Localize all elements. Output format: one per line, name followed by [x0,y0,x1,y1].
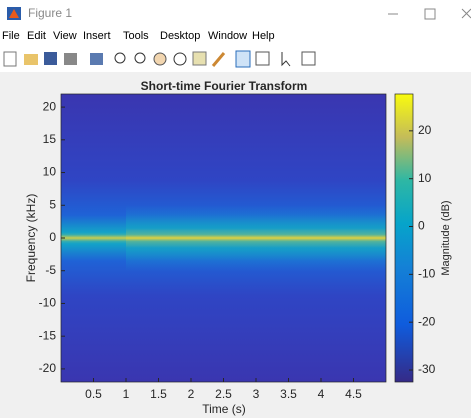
y-tick-label: 20 [43,99,57,113]
colorbar-tick-label: -10 [418,267,436,281]
tool-save[interactable] [44,52,57,65]
app-icon-glyph [9,9,19,18]
x-tick-label: 4 [318,387,325,401]
tool-pan[interactable] [153,52,167,66]
y-tick-label: -20 [39,361,57,375]
tool-print[interactable] [64,53,77,65]
tool-select[interactable] [281,52,291,67]
tool-open[interactable] [24,54,38,65]
y-tick-label: -15 [39,328,57,342]
colorbar-tick-label: 20 [418,123,432,137]
x-tick-label: 4.5 [345,387,362,401]
menu-item[interactable]: Tools [123,30,149,42]
spectrogram-image [61,94,386,382]
y-tick-label: 5 [49,197,56,211]
y-tick-label: 15 [43,132,57,146]
menu-item[interactable]: Window [208,30,247,42]
menu-item[interactable]: Help [252,30,275,42]
chart-title: Short-time Fourier Transform [141,79,308,93]
close-button[interactable] [461,8,471,19]
y-tick-label: 10 [43,165,57,179]
y-tick-label: -10 [39,296,57,310]
toolbar [3,50,316,68]
x-tick-label: 2 [188,387,195,401]
x-tick-label: 3 [253,387,260,401]
y-tick-label: -5 [45,263,56,277]
x-tick-label: 0.5 [85,387,102,401]
spectrogram-center [61,226,386,250]
tool-property[interactable] [301,51,316,66]
y-tick-label: 0 [49,230,56,244]
colorbar-tick-label: -30 [418,362,436,376]
tool-link[interactable] [90,53,103,65]
tool-brush[interactable] [211,52,226,67]
window-title: Figure 1 [28,6,72,20]
colorbar [394,93,414,383]
maximize-button[interactable] [424,8,436,20]
x-tick-label: 1 [123,387,130,401]
menu-item[interactable]: Edit [27,30,46,42]
menu-item[interactable]: Insert [83,30,111,42]
menu-item[interactable]: File [2,30,20,42]
menu-item[interactable]: View [53,30,77,42]
x-axis-label: Time (s) [202,402,246,416]
colorbar-tick-label: 10 [418,171,432,185]
tool-legend[interactable] [255,51,270,66]
y-axis-label: Frequency (kHz) [24,194,38,283]
tool-new[interactable] [3,51,17,67]
tool-rotate[interactable] [173,52,187,66]
x-tick-label: 3.5 [280,387,297,401]
tool-colorbar[interactable] [235,50,251,68]
x-tick-label: 1.5 [150,387,167,401]
colorbar-tick-label: -20 [418,314,436,328]
tool-datatip[interactable] [192,51,207,66]
x-tick-label: 2.5 [215,387,232,401]
menu-item[interactable]: Desktop [160,30,200,42]
colorbar-tick-label: 0 [418,219,425,233]
colorbar-label: Magnitude (dB) [440,200,452,275]
tool-zoom-in[interactable] [114,52,126,64]
tool-zoom-out[interactable] [134,52,146,64]
